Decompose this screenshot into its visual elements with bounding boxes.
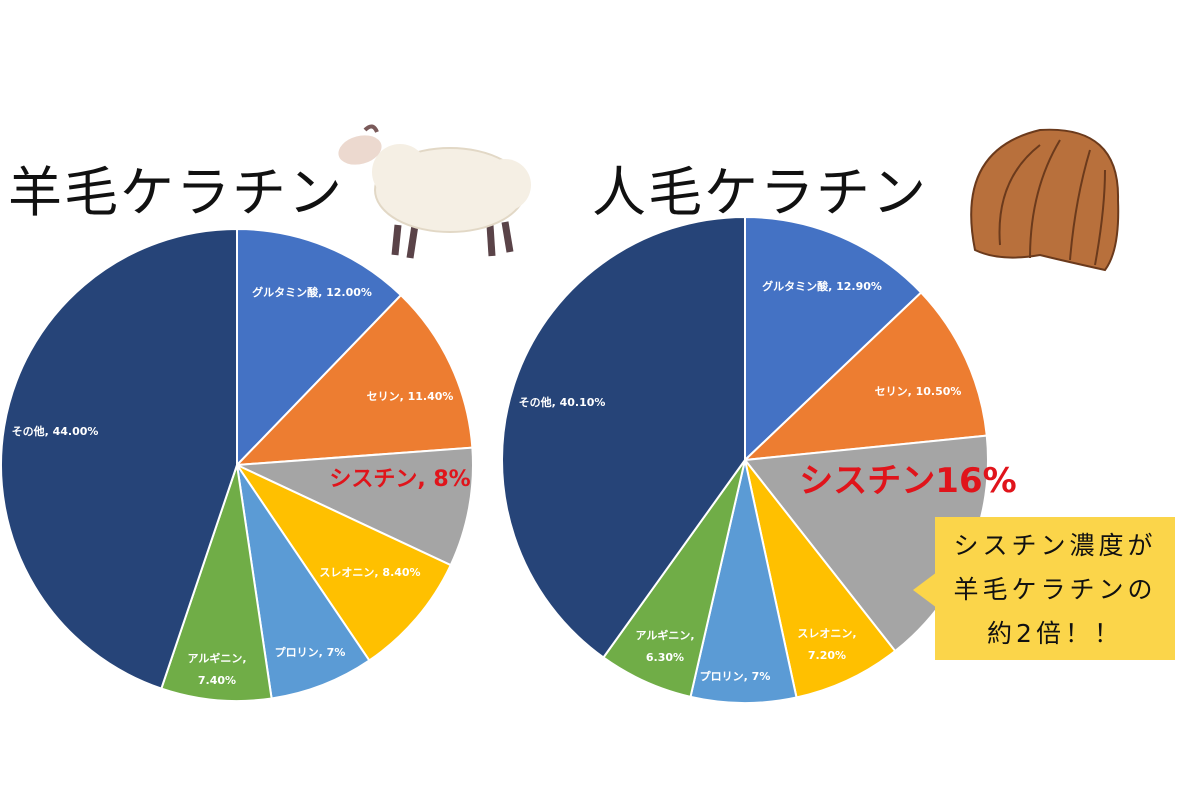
data-label: アルギニン,	[187, 651, 246, 665]
data-label: シスチン16%	[799, 461, 1016, 501]
pie-slice-0-0	[236, 227, 403, 468]
pie-slice-0-1	[234, 293, 474, 467]
data-label: その他, 40.10%	[519, 395, 606, 409]
data-label: スレオニン,	[797, 627, 856, 640]
callout-line: 約2倍！！	[987, 619, 1123, 648]
human-hair-keratin-title: 人毛ケラチン	[592, 161, 928, 224]
callout-box	[935, 517, 1175, 660]
data-label: スレオニン, 8.40%	[319, 566, 420, 579]
pie-slice-1-1	[742, 291, 988, 462]
data-label: プロリン, 7%	[700, 669, 771, 683]
pie-slice-0-4	[236, 464, 371, 700]
data-label: シスチン, 8%	[329, 467, 470, 492]
data-label: グルタミン酸, 12.00%	[252, 285, 372, 299]
pie-slice-1-4	[689, 459, 798, 704]
callout-line: シスチン濃度が	[953, 531, 1157, 560]
data-label: セリン, 10.50%	[875, 385, 962, 398]
wool-keratin-title: 羊毛ケラチン	[8, 161, 344, 224]
pie-slice-1-3	[744, 459, 897, 699]
callout-pointer	[913, 572, 937, 608]
data-label: 6.30%	[646, 651, 684, 664]
callout-text: シスチン濃度が 羊毛ケラチンの 約2倍！！	[935, 524, 1175, 656]
data-label: 7.40%	[198, 674, 236, 687]
pie-slice-0-5	[160, 464, 273, 702]
pie-slice-1-0	[744, 215, 923, 463]
pie-slice-0-3	[234, 462, 453, 662]
data-label: グルタミン酸, 12.90%	[762, 279, 882, 293]
callout-line: 羊毛ケラチンの	[953, 575, 1157, 604]
sheep-icon	[338, 124, 531, 259]
pie-slice-0-2	[233, 446, 474, 567]
data-label: 7.20%	[808, 649, 846, 662]
hair-icon	[970, 128, 1120, 272]
pie-slice-1-6	[501, 215, 746, 659]
data-label: プロリン, 7%	[275, 645, 346, 659]
data-label: セリン, 11.40%	[367, 390, 454, 403]
data-label: アルギニン,	[635, 628, 694, 642]
data-label: その他, 44.00%	[12, 424, 99, 438]
pie-slice-0-6	[0, 227, 238, 690]
